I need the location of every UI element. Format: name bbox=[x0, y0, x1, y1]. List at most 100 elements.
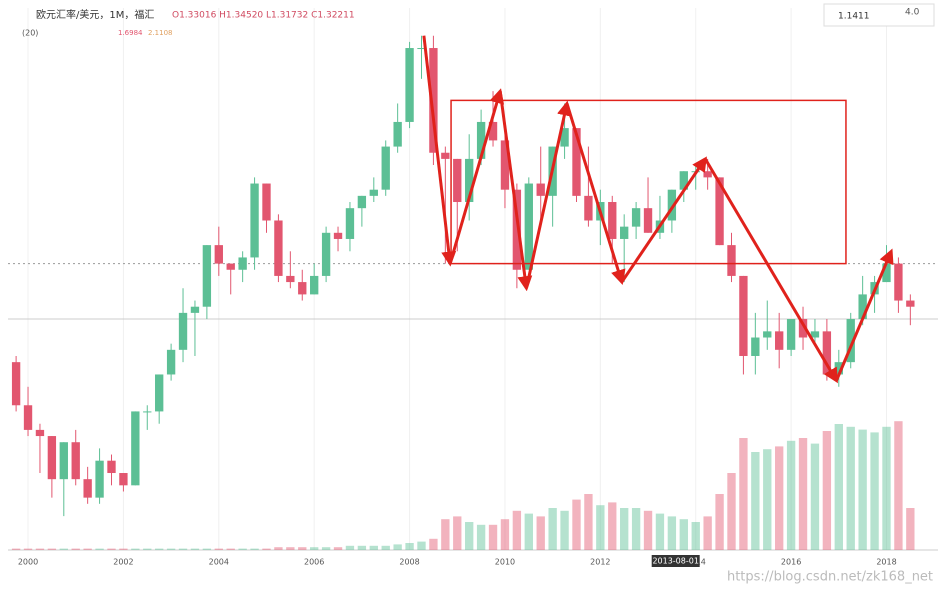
candle-body bbox=[83, 479, 92, 498]
candle-body bbox=[214, 245, 223, 264]
candle-body bbox=[834, 362, 843, 375]
candle-body bbox=[381, 146, 390, 190]
x-tick-label: 2006 bbox=[304, 558, 324, 567]
candle-body bbox=[715, 177, 724, 246]
x-tick-label: 2008 bbox=[399, 558, 419, 567]
volume-bar bbox=[23, 548, 33, 550]
volume-bar bbox=[226, 548, 235, 550]
volume-bar bbox=[453, 516, 462, 550]
volume-bar bbox=[286, 547, 295, 550]
candle-body bbox=[262, 183, 271, 221]
volume-bar bbox=[620, 508, 629, 550]
candle-body bbox=[453, 158, 462, 203]
candle-body bbox=[775, 331, 784, 350]
x-tick-label: 2016 bbox=[781, 558, 801, 567]
volume-bar bbox=[536, 516, 545, 550]
candle-body bbox=[286, 275, 295, 283]
volume-bar bbox=[584, 494, 593, 550]
volume-bar bbox=[476, 524, 486, 550]
candle-body bbox=[476, 121, 486, 159]
volume-bar bbox=[202, 548, 212, 550]
volume-bar bbox=[727, 473, 736, 550]
volume-bar bbox=[71, 548, 80, 550]
candle-body bbox=[441, 152, 450, 159]
volume-bar bbox=[83, 548, 92, 550]
volume-bar bbox=[369, 545, 378, 550]
candle-body bbox=[631, 208, 641, 227]
volume-bar bbox=[119, 548, 128, 550]
volume-bar bbox=[35, 548, 45, 550]
candle-body bbox=[226, 263, 235, 270]
volume-bar bbox=[47, 548, 57, 550]
info-value: 4.0 bbox=[905, 8, 920, 18]
candle-body bbox=[202, 245, 212, 307]
plot: 2000200220042006200820102012201420162018… bbox=[8, 8, 938, 567]
zigzag-arrow bbox=[524, 100, 572, 289]
candle-body bbox=[238, 257, 247, 270]
volume-bar bbox=[214, 548, 223, 550]
candle-body bbox=[369, 189, 378, 196]
volume-bar bbox=[107, 548, 116, 550]
x-tick-label: 2004 bbox=[209, 558, 229, 567]
candle-body bbox=[357, 195, 367, 209]
volume-bar bbox=[345, 545, 355, 550]
candle-body bbox=[11, 362, 21, 406]
volume-bar bbox=[441, 519, 450, 550]
volume-bar bbox=[357, 545, 367, 550]
x-tick-label: 2012 bbox=[590, 558, 610, 567]
volume-bar bbox=[512, 510, 522, 550]
candle-body bbox=[822, 331, 832, 375]
candle-body bbox=[643, 208, 653, 233]
volume-bar bbox=[882, 426, 891, 550]
candle-body bbox=[572, 128, 581, 196]
volume-bar bbox=[190, 548, 200, 550]
candle-body bbox=[608, 202, 617, 239]
volume-bar bbox=[166, 548, 176, 550]
zigzag-arrow bbox=[448, 88, 505, 265]
info-value: 1.1411 bbox=[838, 12, 870, 22]
volume-bar bbox=[333, 547, 343, 550]
volume-bar bbox=[381, 545, 390, 550]
candle-body bbox=[763, 331, 772, 338]
volume-bar bbox=[405, 543, 414, 550]
volume-bar bbox=[739, 438, 748, 550]
volume-bar bbox=[643, 510, 653, 550]
candle-body bbox=[488, 121, 498, 141]
candle-body bbox=[298, 282, 307, 295]
x-tick-label: 2018 bbox=[876, 558, 896, 567]
candle-body bbox=[107, 460, 116, 474]
candle-body bbox=[166, 349, 176, 375]
candle-body bbox=[23, 405, 33, 430]
candle-body bbox=[178, 312, 188, 350]
candle-body bbox=[786, 319, 796, 350]
candle-body bbox=[345, 208, 355, 239]
candle-body bbox=[679, 171, 688, 190]
volume-bar bbox=[870, 432, 879, 550]
candle-body bbox=[310, 275, 319, 295]
range-box bbox=[450, 99, 847, 265]
volume-bar bbox=[572, 499, 581, 550]
candle-body bbox=[95, 460, 104, 498]
volume-bar bbox=[417, 541, 426, 550]
candle-body bbox=[560, 128, 569, 147]
candle-body bbox=[143, 411, 152, 413]
volume-bar bbox=[250, 548, 259, 550]
volume-bar bbox=[751, 452, 760, 550]
volume-bar bbox=[155, 548, 164, 550]
candle-body bbox=[321, 232, 331, 276]
candle-body bbox=[620, 226, 629, 239]
candle-body bbox=[727, 245, 736, 276]
volume-bar bbox=[679, 519, 688, 550]
volume-bar bbox=[548, 508, 557, 550]
candle-body bbox=[667, 189, 677, 221]
volume-bar bbox=[321, 547, 331, 550]
candle-body bbox=[751, 337, 760, 356]
volume-bar bbox=[429, 538, 438, 550]
candle-body bbox=[846, 319, 855, 363]
candle-body bbox=[429, 48, 438, 153]
indicator-name: (20) bbox=[22, 29, 38, 38]
candle-body bbox=[512, 189, 522, 270]
candle-body bbox=[882, 263, 891, 283]
watermark: https://blog.csdn.net/zk168_net bbox=[727, 570, 933, 585]
